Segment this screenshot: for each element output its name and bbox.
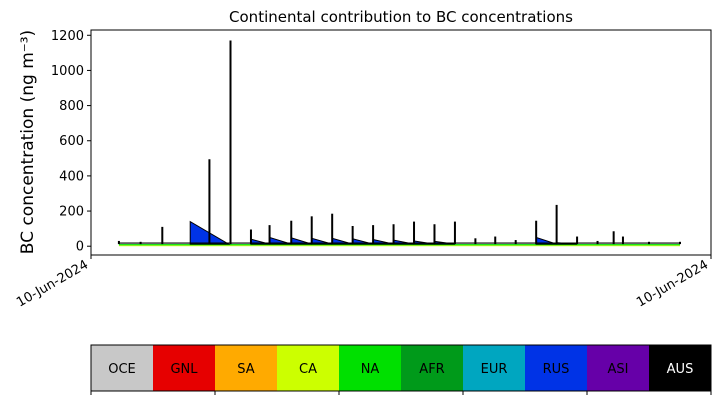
legend-label-na: NA xyxy=(361,362,380,377)
legend-swatch-afr xyxy=(401,345,463,391)
x-axis: 10-Jun-2024 10-Jun-2024 xyxy=(14,255,712,310)
legend-label-gnl: GNL xyxy=(170,362,198,377)
y-tick-label: 1000 xyxy=(51,64,84,79)
plot-frame xyxy=(90,29,712,256)
series-ca-area xyxy=(118,245,680,247)
region-legend: OCE GNL SA CA NA AFR EUR RUS ASI AUS xyxy=(90,344,712,395)
y-tick-label: 1200 xyxy=(51,29,84,44)
legend-swatch-na xyxy=(339,345,401,391)
legend-label-aus: AUS xyxy=(667,362,694,377)
x-tick-label: 10-Jun-2024 xyxy=(634,257,711,310)
chart-title: Continental contribution to BC concentra… xyxy=(229,8,573,26)
legend-label-oce: OCE xyxy=(108,362,136,377)
y-axis-label: BC concentration (ng m⁻³) xyxy=(18,30,38,254)
y-tick-label: 200 xyxy=(59,205,84,220)
legend-swatch-oce xyxy=(91,345,153,391)
legend-swatch-rus xyxy=(525,345,587,391)
legend-frame xyxy=(90,344,712,392)
legend-swatch-sa xyxy=(215,345,277,391)
y-tick-label: 0 xyxy=(76,240,84,255)
x-tick-label: 10-Jun-2024 xyxy=(14,257,91,310)
series-na-area xyxy=(118,244,680,246)
legend-swatch-ca xyxy=(277,345,339,391)
y-tick-label: 600 xyxy=(59,134,84,149)
y-axis: 0 200 400 600 800 1000 1200 xyxy=(51,29,91,255)
y-tick-label: 800 xyxy=(59,99,84,114)
legend-swatch-asi xyxy=(587,345,649,391)
legend-label-afr: AFR xyxy=(419,362,444,377)
legend-label-eur: EUR xyxy=(481,362,508,377)
legend-label-rus: RUS xyxy=(543,362,570,377)
legend-label-asi: ASI xyxy=(608,362,629,377)
legend-swatch-gnl xyxy=(153,345,215,391)
legend-swatch-aus xyxy=(649,345,711,391)
y-tick-label: 400 xyxy=(59,169,84,184)
plot-area xyxy=(117,40,681,247)
legend-swatch-eur xyxy=(463,345,525,391)
legend-label-sa: SA xyxy=(237,362,254,377)
legend-label-ca: CA xyxy=(299,362,317,377)
